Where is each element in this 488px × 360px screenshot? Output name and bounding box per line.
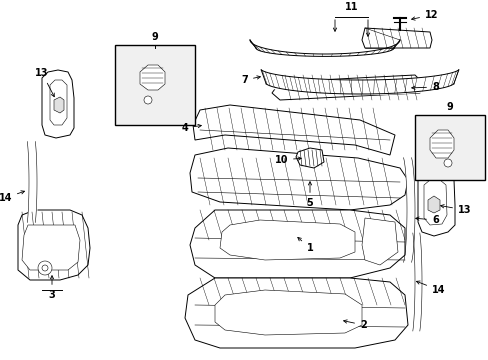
Text: 14: 14 bbox=[0, 191, 24, 203]
Text: 10: 10 bbox=[274, 155, 301, 165]
Text: 9: 9 bbox=[446, 102, 452, 112]
Text: 9: 9 bbox=[151, 32, 158, 42]
Text: 4: 4 bbox=[181, 123, 201, 133]
Polygon shape bbox=[22, 225, 80, 270]
Polygon shape bbox=[361, 218, 397, 265]
Polygon shape bbox=[361, 28, 431, 48]
Polygon shape bbox=[429, 130, 453, 158]
Bar bbox=[414, 115, 484, 180]
Polygon shape bbox=[295, 148, 324, 168]
Polygon shape bbox=[427, 196, 439, 213]
Circle shape bbox=[42, 265, 48, 271]
Text: 1: 1 bbox=[297, 238, 313, 253]
Text: 11: 11 bbox=[345, 2, 358, 12]
Bar bbox=[115, 45, 195, 125]
Polygon shape bbox=[423, 180, 446, 225]
Polygon shape bbox=[215, 290, 361, 335]
Polygon shape bbox=[184, 278, 407, 348]
Text: 7: 7 bbox=[241, 75, 260, 85]
Text: 13: 13 bbox=[440, 204, 470, 215]
Polygon shape bbox=[193, 105, 394, 155]
Polygon shape bbox=[50, 80, 67, 125]
Text: 13: 13 bbox=[35, 68, 54, 97]
Text: 5: 5 bbox=[306, 182, 313, 208]
Polygon shape bbox=[54, 97, 64, 113]
Text: 6: 6 bbox=[415, 215, 438, 225]
Polygon shape bbox=[18, 210, 90, 280]
Polygon shape bbox=[190, 148, 407, 210]
Polygon shape bbox=[417, 168, 454, 236]
Polygon shape bbox=[140, 65, 164, 90]
Circle shape bbox=[143, 96, 152, 104]
Polygon shape bbox=[220, 220, 354, 260]
Text: 3: 3 bbox=[48, 276, 55, 300]
Polygon shape bbox=[271, 75, 421, 100]
Text: 12: 12 bbox=[411, 10, 438, 20]
Circle shape bbox=[443, 159, 451, 167]
Text: 8: 8 bbox=[411, 82, 438, 92]
Text: 14: 14 bbox=[416, 281, 445, 295]
Circle shape bbox=[38, 261, 52, 275]
Polygon shape bbox=[42, 70, 74, 138]
Polygon shape bbox=[190, 210, 404, 278]
Text: 2: 2 bbox=[343, 320, 366, 330]
